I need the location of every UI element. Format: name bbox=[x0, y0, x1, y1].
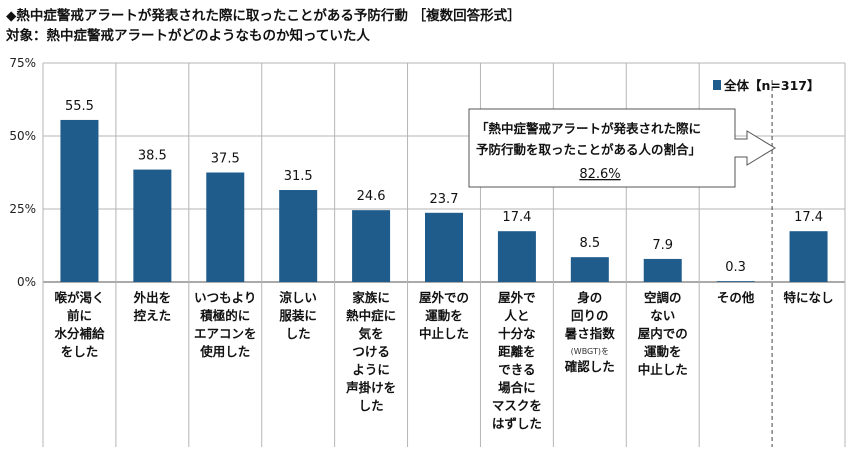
value-label: 38.5 bbox=[138, 149, 167, 164]
callout-value: 82.6% bbox=[579, 167, 620, 182]
y-tick-label: 50% bbox=[9, 129, 36, 143]
callout: 「熱中症警戒アラートが発表された際に 予防行動を取ったことがある人の割合」 82… bbox=[468, 108, 776, 188]
bar bbox=[352, 210, 391, 282]
bar bbox=[716, 281, 755, 282]
category-labels: 喉が渇く前に水分補給をした外出を控えたいつもより積極的にエアコンを使用した涼しい… bbox=[54, 290, 833, 431]
y-tick-label: 75% bbox=[9, 56, 36, 70]
callout-line1: 「熱中症警戒アラートが発表された際に bbox=[476, 121, 701, 136]
legend-swatch bbox=[713, 80, 721, 90]
value-label: 55.5 bbox=[65, 99, 94, 114]
category-label: 屋外で人と十分な距離をできる場合にマスクをはずした bbox=[492, 290, 542, 431]
category-label: その他 bbox=[717, 290, 755, 305]
value-labels: 55.5 38.5 37.5 31.5 24.6 23.7 17.4 8.5 7.9 0.3 17.… bbox=[65, 99, 823, 275]
value-label: 31.5 bbox=[284, 169, 313, 184]
bar bbox=[133, 169, 172, 282]
category-label: 空調のない屋内での運動を中止した bbox=[638, 290, 688, 377]
value-label: 17.4 bbox=[794, 210, 823, 225]
category-label: 特になし bbox=[784, 290, 834, 305]
value-label: 17.4 bbox=[502, 210, 531, 225]
y-tick-label: 0% bbox=[17, 275, 36, 289]
chart-subtitle: 対象：熱中症警戒アラートがどのようなものか知っていた人 bbox=[6, 28, 370, 44]
category-label: いつもより積極的にエアコンを使用した bbox=[194, 290, 257, 359]
category-label: 喉が渇く前に水分補給をした bbox=[54, 290, 105, 359]
category-label: 身の回りの暑さ指数(WBGT)を確認した bbox=[564, 290, 616, 374]
legend-label: 全体【n=317】 bbox=[723, 78, 819, 93]
bars bbox=[60, 119, 828, 282]
value-label: 8.5 bbox=[579, 236, 600, 251]
bar bbox=[789, 231, 828, 282]
value-label: 7.9 bbox=[652, 238, 673, 253]
bar bbox=[643, 258, 682, 282]
value-label: 37.5 bbox=[211, 152, 240, 167]
bar bbox=[570, 257, 609, 282]
category-label: 外出を控えた bbox=[133, 290, 172, 323]
category-label: 涼しい服装にした bbox=[279, 290, 317, 341]
bar bbox=[497, 231, 536, 282]
value-label: 24.6 bbox=[357, 189, 386, 204]
bar bbox=[206, 172, 245, 282]
callout-box bbox=[468, 108, 776, 188]
chart-title: ◆熱中症警戒アラートが発表された際に取ったことがある予防行動 ［複数回答形式］ bbox=[6, 8, 521, 24]
category-label: 家族に熱中症に気をつけるように声掛けをした bbox=[345, 290, 396, 413]
category-label: 屋外での運動を中止した bbox=[419, 290, 469, 341]
value-label: 0.3 bbox=[725, 260, 746, 275]
y-tick-label: 25% bbox=[9, 202, 36, 216]
legend: 全体【n=317】 bbox=[713, 78, 819, 93]
value-label: 23.7 bbox=[430, 192, 459, 207]
bar bbox=[279, 190, 318, 282]
bar bbox=[425, 212, 463, 282]
y-axis-ticks: 0% 25% 50% 75% bbox=[9, 56, 36, 289]
callout-line2: 予防行動を取ったことがある人の割合」 bbox=[476, 142, 701, 157]
bar bbox=[60, 119, 99, 282]
